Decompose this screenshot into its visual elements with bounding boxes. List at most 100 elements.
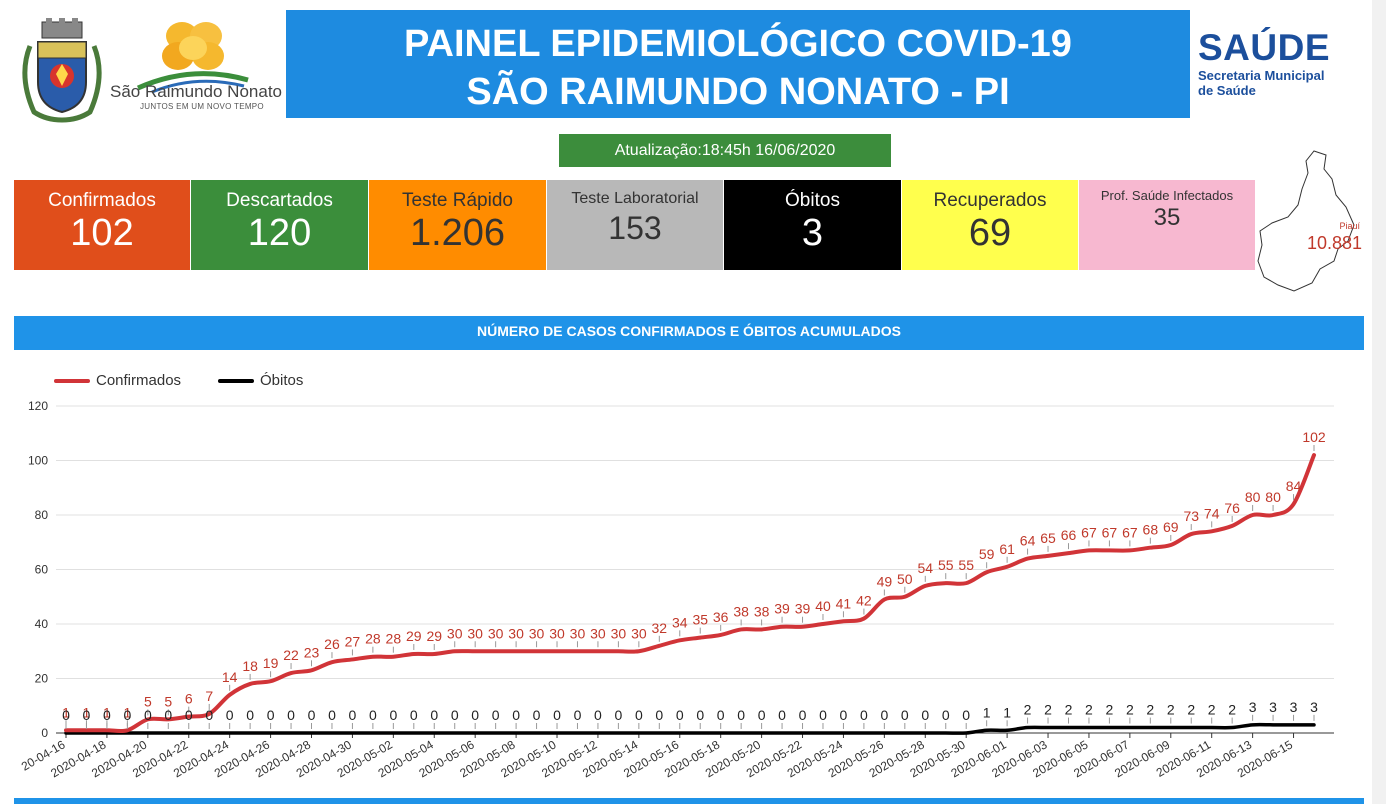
obitos-data-label: 0 xyxy=(492,707,500,723)
obitos-data-label: 0 xyxy=(717,707,725,723)
map-state-value: 10.881 xyxy=(1306,233,1362,253)
obitos-data-label: 0 xyxy=(328,707,336,723)
legend-item-obitos[interactable]: Óbitos xyxy=(218,372,303,389)
legend-item-confirmados[interactable]: Confirmados xyxy=(54,372,181,389)
y-tick-label: 0 xyxy=(41,726,48,740)
obitos-data-label: 2 xyxy=(1167,702,1175,718)
confirmados-data-label: 30 xyxy=(631,625,647,641)
obitos-data-label: 0 xyxy=(635,707,643,723)
card-teste-laboratorial: Teste Laboratorial 153 xyxy=(547,180,723,270)
obitos-data-label: 2 xyxy=(1065,702,1073,718)
confirmados-data-label: 35 xyxy=(692,612,708,628)
legend-label: Óbitos xyxy=(260,372,304,389)
confirmados-data-label: 30 xyxy=(508,625,524,641)
y-tick-label: 60 xyxy=(35,563,49,577)
obitos-data-label: 0 xyxy=(574,707,582,723)
obitos-data-label: 0 xyxy=(62,707,70,723)
confirmados-data-label: 41 xyxy=(836,595,852,611)
confirmados-data-label: 38 xyxy=(733,603,749,619)
confirmados-data-label: 30 xyxy=(590,625,606,641)
obitos-data-label: 2 xyxy=(1106,702,1114,718)
confirmados-data-label: 76 xyxy=(1224,500,1240,516)
card-value: 102 xyxy=(70,212,134,254)
confirmados-data-label: 65 xyxy=(1040,530,1056,546)
confirmados-data-label: 54 xyxy=(917,560,933,576)
obitos-data-label: 3 xyxy=(1290,699,1298,715)
card-label: Óbitos xyxy=(785,190,840,211)
card-obitos: Óbitos 3 xyxy=(724,180,901,270)
city-slogan: JUNTOS EM UM NOVO TEMPO xyxy=(140,102,264,111)
obitos-data-label: 2 xyxy=(1228,702,1236,718)
confirmados-data-label: 64 xyxy=(1020,533,1036,549)
saude-line-1: Secretaria Municipal xyxy=(1198,68,1325,83)
obitos-data-label: 0 xyxy=(226,707,234,723)
page-scrollbar[interactable] xyxy=(1372,0,1386,804)
obitos-data-label: 0 xyxy=(246,707,254,723)
y-tick-label: 40 xyxy=(35,617,49,631)
piaui-map: Piauí 10.881 xyxy=(1252,145,1362,297)
obitos-data-label: 2 xyxy=(1024,702,1032,718)
obitos-data-label: 0 xyxy=(921,707,929,723)
obitos-data-label: 0 xyxy=(840,707,848,723)
confirmados-data-label: 6 xyxy=(185,691,193,707)
confirmados-data-label: 68 xyxy=(1143,522,1159,538)
confirmados-data-label: 30 xyxy=(529,625,545,641)
obitos-data-label: 0 xyxy=(410,707,418,723)
confirmados-data-label: 1 xyxy=(62,704,70,720)
card-value: 69 xyxy=(968,212,1012,254)
card-value: 120 xyxy=(247,212,312,254)
confirmados-data-label: 30 xyxy=(549,625,565,641)
confirmados-data-label: 67 xyxy=(1122,524,1138,540)
card-confirmados: Confirmados 102 xyxy=(14,180,190,270)
piaui-map-icon xyxy=(1257,150,1355,292)
obitos-data-label: 0 xyxy=(553,707,561,723)
obitos-data-label: 2 xyxy=(1085,702,1093,718)
card-teste-rapido: Teste Rápido 1.206 xyxy=(369,180,546,270)
obitos-data-label: 0 xyxy=(164,707,172,723)
obitos-data-label: 0 xyxy=(308,707,316,723)
confirmados-data-label: 80 xyxy=(1245,489,1261,505)
confirmados-data-label: 26 xyxy=(324,636,340,652)
confirmados-data-label: 69 xyxy=(1163,519,1179,535)
confirmados-data-label: 30 xyxy=(488,625,504,641)
confirmados-data-label: 49 xyxy=(877,573,893,589)
confirmados-data-label: 67 xyxy=(1102,524,1118,540)
obitos-data-label: 0 xyxy=(144,707,152,723)
confirmados-data-label: 1 xyxy=(83,704,91,720)
card-label: Teste Rápido xyxy=(402,190,513,211)
y-tick-label: 120 xyxy=(28,399,48,413)
confirmados-data-label: 66 xyxy=(1061,527,1077,543)
obitos-data-label: 0 xyxy=(676,707,684,723)
obitos-data-label: 0 xyxy=(123,707,131,723)
obitos-data-label: 3 xyxy=(1269,699,1277,715)
card-descartados: Descartados 120 xyxy=(191,180,368,270)
title-line-2: SÃO RAIMUNDO NONATO - PI xyxy=(466,71,1010,113)
obitos-data-label: 0 xyxy=(962,707,970,723)
confirmados-data-label: 102 xyxy=(1302,429,1326,445)
card-label: Confirmados xyxy=(48,190,156,211)
obitos-data-label: 0 xyxy=(799,707,807,723)
obitos-data-label: 0 xyxy=(349,707,357,723)
confirmados-data-label: 32 xyxy=(652,620,668,636)
city-name: São Raimundo Nonato xyxy=(110,82,283,101)
obitos-data-label: 0 xyxy=(451,707,459,723)
card-value: 153 xyxy=(608,210,662,246)
logo-area: São Raimundo Nonato JUNTOS EM UM NOVO TE… xyxy=(12,10,284,123)
confirmados-data-label: 1 xyxy=(123,704,131,720)
card-value: 35 xyxy=(1153,204,1181,231)
confirmados-data-label: 74 xyxy=(1204,505,1220,521)
health-department-logo: SAÚDE Secretaria Municipal de Saúde xyxy=(1198,28,1330,99)
confirmados-data-label: 55 xyxy=(958,557,974,573)
map-state-label: Piauí xyxy=(1339,221,1360,231)
confirmados-data-label: 59 xyxy=(979,546,995,562)
card-value: 3 xyxy=(801,212,824,254)
confirmados-data-label: 23 xyxy=(304,644,320,660)
obitos-data-label: 0 xyxy=(778,707,786,723)
obitos-data-label: 3 xyxy=(1249,699,1257,715)
confirmados-data-label: 55 xyxy=(938,557,954,573)
card-label: Descartados xyxy=(226,190,333,211)
flower-logo-icon xyxy=(136,22,249,94)
obitos-data-label: 0 xyxy=(512,707,520,723)
y-tick-label: 20 xyxy=(35,672,49,686)
